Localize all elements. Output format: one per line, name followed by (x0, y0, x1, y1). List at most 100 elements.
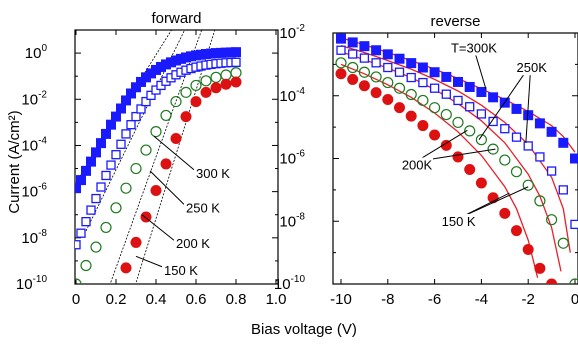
data-point (475, 177, 487, 189)
panel-title: forward (151, 10, 201, 27)
data-point (347, 37, 358, 48)
data-point (200, 86, 212, 98)
annotation-leader (525, 64, 532, 143)
data-point (96, 182, 106, 192)
annotation-leader (459, 186, 529, 219)
data-point (116, 139, 126, 149)
data-point (75, 278, 82, 284)
data-point (500, 124, 510, 134)
data-point (405, 110, 417, 122)
y-tick-label: 10-10 (274, 274, 306, 293)
data-point (429, 102, 441, 114)
data-point (393, 82, 406, 94)
data-point (417, 62, 428, 73)
data-point (86, 205, 96, 215)
annotation-bg (399, 157, 434, 173)
annotation-bg (439, 213, 482, 229)
annotation-bg (448, 40, 499, 56)
plot-frame (74, 29, 279, 285)
data-point (76, 175, 86, 186)
annotation-leader (478, 63, 532, 140)
data-point (488, 116, 498, 127)
data-point (569, 278, 578, 284)
annotation-leader (153, 135, 195, 171)
annotation-label: 200K (402, 157, 433, 172)
data-point (406, 72, 416, 83)
data-point (487, 192, 499, 204)
data-point (126, 88, 136, 99)
data-point (570, 153, 578, 164)
data-point (394, 102, 405, 114)
data-point (545, 214, 558, 226)
data-point (130, 162, 142, 175)
reverse-panel: reverse -10 -8 -6 -4 -2 0 10-2 10-4 10-6 10-8 10-10… (274, 13, 578, 308)
series (336, 45, 578, 230)
data-point (534, 195, 546, 207)
data-point (121, 95, 131, 106)
data-point (170, 133, 182, 145)
annotation-label: 250K (517, 60, 548, 75)
data-point (120, 262, 132, 274)
data-point (452, 151, 464, 163)
data-point (150, 184, 162, 196)
x-tick-label: -8 (381, 291, 394, 308)
data-point (453, 76, 463, 87)
data-point (335, 68, 347, 80)
data-point (80, 259, 92, 272)
data-point (140, 144, 152, 156)
x-tick-label: 0.2 (106, 291, 127, 308)
data-point (131, 82, 141, 93)
data-point (382, 94, 394, 106)
data-point (120, 182, 132, 194)
annotation-bg (194, 165, 236, 181)
data-point (121, 129, 131, 139)
y-tick-label: 10-6 (21, 182, 47, 201)
y-tick-label: 10-6 (279, 149, 305, 168)
y-tick-label: 10-2 (21, 89, 47, 108)
annotation-leader (141, 214, 175, 241)
data-point (106, 160, 116, 170)
annotation-bg (184, 200, 226, 216)
data-point (210, 71, 222, 83)
data-point (336, 45, 346, 55)
data-point (511, 103, 522, 114)
data-point (522, 179, 534, 191)
data-point (546, 166, 557, 176)
data-point (96, 138, 106, 149)
data-point (101, 170, 111, 181)
data-point (230, 67, 242, 79)
x-tick-label: -10 (330, 291, 352, 308)
data-point (558, 137, 569, 148)
x-tick-label: 0 (571, 291, 578, 308)
y-tick-label: 10-8 (21, 228, 47, 247)
data-point (111, 111, 121, 122)
data-point (464, 163, 476, 175)
data-point (558, 185, 568, 195)
x-tick-label: -6 (428, 291, 441, 308)
data-point (570, 219, 578, 230)
series (75, 67, 242, 284)
y-tick-label: 10-2 (279, 23, 305, 42)
data-point (523, 141, 533, 151)
y-tick-label: 10-4 (279, 86, 305, 105)
annotation-label: 300 K (196, 166, 230, 181)
data-point (336, 33, 346, 44)
data-point (511, 132, 522, 142)
data-point (476, 86, 487, 97)
data-point (150, 126, 162, 138)
data-point (348, 49, 358, 59)
plot-area (335, 33, 578, 284)
data-point (220, 78, 232, 90)
data-point (370, 71, 382, 83)
fit-line (135, 30, 216, 284)
data-point (358, 80, 370, 92)
data-point (126, 120, 136, 130)
data-point (523, 110, 534, 121)
plot-area (75, 30, 242, 284)
data-point (210, 82, 222, 94)
x-tick-label: 0.6 (186, 291, 207, 308)
data-point (546, 278, 558, 284)
panel-title: reverse (430, 13, 480, 30)
fit-line (85, 30, 186, 232)
data-point (347, 73, 359, 85)
